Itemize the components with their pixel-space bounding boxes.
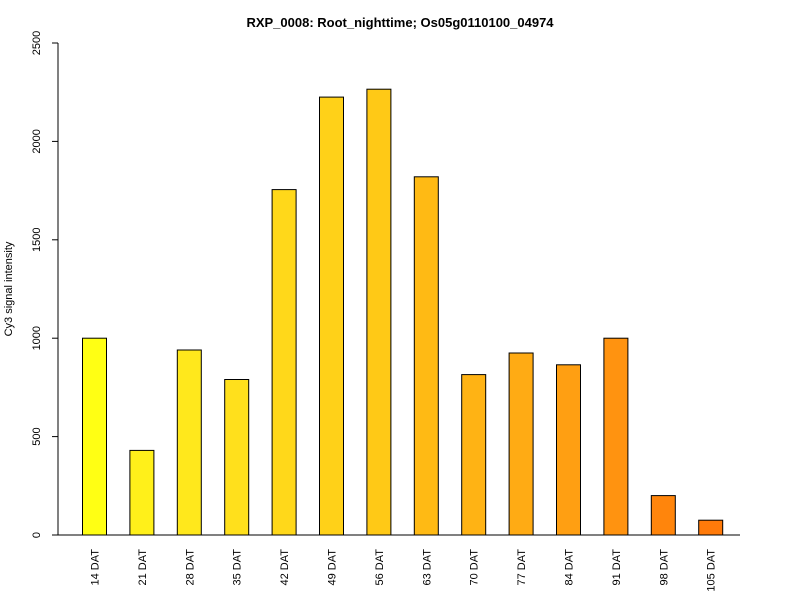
x-tick-label: 98 DAT <box>658 549 670 586</box>
x-tick-label: 56 DAT <box>374 549 386 586</box>
bar <box>508 352 534 536</box>
x-tick-label: 70 DAT <box>469 549 481 586</box>
bar <box>319 96 344 536</box>
bar <box>176 349 202 536</box>
bar <box>698 519 724 536</box>
x-tick-label: 63 DAT <box>421 549 433 586</box>
y-tick-label: 1000 <box>31 326 43 350</box>
x-tick-label: 21 DAT <box>137 549 149 586</box>
x-tick-label: 77 DAT <box>516 549 528 586</box>
x-tick-label: 105 DAT <box>706 549 718 592</box>
bars-group <box>82 88 724 536</box>
bar <box>82 337 107 536</box>
x-tick-label: 49 DAT <box>327 549 339 586</box>
chart-title: RXP_0008: Root_nighttime; Os05g0110100_0… <box>246 15 554 30</box>
y-tick-label: 1500 <box>31 228 43 252</box>
x-tick-label: 91 DAT <box>611 549 623 586</box>
y-tick-label: 0 <box>31 532 43 538</box>
y-tick-label: 500 <box>31 427 43 445</box>
bar <box>413 176 439 536</box>
y-axis-label: Cy3 signal intensity <box>3 241 15 336</box>
bar <box>271 189 297 536</box>
x-tick-label: 42 DAT <box>279 549 291 586</box>
bar <box>556 364 581 536</box>
x-tick-labels: 14 DAT 21 DAT 28 DAT 35 DAT 42 DAT 49 DAT 56 D… <box>90 549 718 592</box>
y-axis: 0 500 1000 1500 2000 2500 <box>31 31 59 538</box>
y-tick-label: 2500 <box>31 31 43 55</box>
bar <box>650 495 676 536</box>
y-tick-label: 2000 <box>31 129 43 153</box>
bar <box>129 449 155 536</box>
x-tick-label: 84 DAT <box>564 549 576 586</box>
x-tick-label: 28 DAT <box>184 549 196 586</box>
x-tick-label: 35 DAT <box>232 549 244 586</box>
bar <box>461 374 487 536</box>
x-tick-label: 14 DAT <box>90 549 102 586</box>
bar <box>224 379 250 536</box>
bar <box>603 337 629 536</box>
bar <box>366 88 392 536</box>
